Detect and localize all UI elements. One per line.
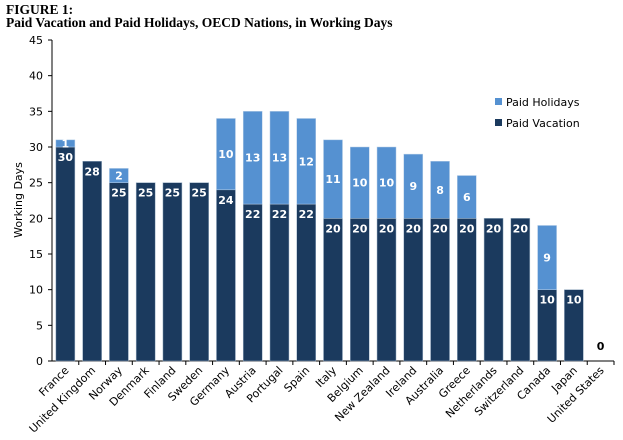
bar-paid-vacation (350, 218, 370, 362)
bar-paid-holidays (216, 118, 236, 191)
bar-paid-vacation (189, 182, 209, 362)
bar-paid-holidays (109, 168, 129, 183)
data-label-vacation: 20 (432, 222, 448, 235)
data-label-holidays: 11 (325, 173, 340, 186)
bar-paid-holidays (296, 118, 316, 205)
legend-label-paid-holidays: Paid Holidays (506, 96, 580, 109)
data-label-vacation: 20 (325, 222, 341, 235)
x-tick-label: Spain (281, 364, 312, 395)
bar-paid-holidays (457, 175, 477, 219)
bar-paid-vacation (55, 146, 76, 362)
data-label-holidays: 9 (543, 252, 551, 265)
bar-paid-vacation (323, 218, 343, 362)
data-label-vacation: 20 (486, 222, 502, 235)
data-label-holidays: 6 (463, 191, 471, 204)
data-label-vacation: 24 (218, 194, 234, 207)
bar-paid-vacation (403, 218, 424, 362)
data-label-holidays: 13 (245, 152, 260, 165)
bar-paid-vacation (457, 218, 477, 362)
bar-paid-vacation (109, 182, 129, 362)
y-tick-label: 20 (29, 212, 43, 225)
chart-subtitle: Paid Vacation and Paid Holidays, OECD Na… (6, 15, 393, 30)
data-label-vacation: 20 (513, 222, 529, 235)
data-label-vacation: 20 (406, 222, 422, 235)
bar-paid-vacation (216, 189, 236, 362)
bar-paid-holidays (537, 225, 557, 290)
bar-paid-holidays (430, 161, 450, 219)
chart-title: FIGURE 1: (6, 2, 74, 17)
bar-paid-vacation (430, 218, 450, 362)
bar-paid-vacation (296, 203, 316, 362)
data-label-vacation: 20 (379, 222, 395, 235)
y-tick-label: 35 (29, 105, 43, 118)
y-axis-label: Working Days (12, 162, 25, 238)
data-label-holidays: 13 (272, 152, 287, 165)
bar-paid-holidays (403, 153, 424, 219)
data-label-vacation: 25 (165, 187, 180, 200)
bar-paid-vacation (510, 218, 531, 362)
bar-paid-vacation (376, 218, 397, 362)
bar-paid-vacation (135, 182, 156, 362)
bar-paid-vacation (269, 203, 290, 362)
bar-paid-holidays (242, 111, 263, 205)
bar-paid-holidays (323, 139, 343, 219)
y-tick-label: 40 (29, 70, 43, 83)
data-label-holidays: 10 (379, 177, 395, 190)
data-label-holidays: 2 (115, 170, 123, 183)
y-tick-label: 30 (29, 141, 43, 154)
legend-swatch-paid-vacation (495, 119, 502, 126)
data-label-vacation: 22 (245, 208, 260, 221)
y-tick-label: 15 (29, 248, 43, 261)
data-label-vacation: 10 (566, 294, 582, 307)
bar-paid-holidays (269, 111, 290, 205)
data-label-vacation: 25 (111, 187, 126, 200)
bar-paid-holidays (55, 139, 76, 148)
legend-swatch-paid-holidays (495, 98, 502, 105)
data-label-vacation: 22 (272, 208, 287, 221)
bar-paid-vacation (82, 161, 102, 362)
data-label-holidays: 1 (62, 137, 70, 150)
y-tick-label: 5 (36, 319, 43, 332)
y-tick-label: 10 (29, 284, 43, 297)
data-label-holidays: 10 (352, 177, 368, 190)
data-label-vacation: 0 (597, 340, 605, 353)
data-label-holidays: 10 (218, 148, 234, 161)
bar-paid-holidays (350, 146, 370, 219)
bar-paid-vacation (162, 182, 183, 362)
bar-paid-vacation (564, 289, 584, 362)
data-label-vacation: 30 (58, 151, 74, 164)
data-label-vacation: 10 (539, 294, 555, 307)
bar-paid-holidays (376, 146, 397, 219)
y-tick-label: 25 (29, 177, 43, 190)
data-label-vacation: 25 (192, 187, 207, 200)
data-label-holidays: 9 (409, 180, 417, 193)
bar-paid-vacation (242, 203, 263, 362)
data-label-vacation: 20 (459, 222, 475, 235)
data-label-vacation: 22 (299, 208, 314, 221)
y-tick-label: 0 (36, 355, 43, 368)
data-label-holidays: 8 (436, 184, 444, 197)
data-label-vacation: 25 (138, 187, 153, 200)
legend-label-paid-vacation: Paid Vacation (506, 117, 580, 130)
data-label-vacation: 20 (352, 222, 368, 235)
data-label-vacation: 28 (84, 165, 99, 178)
y-tick-label: 45 (29, 34, 43, 47)
bar-paid-vacation (483, 218, 504, 362)
data-label-holidays: 12 (299, 155, 314, 168)
